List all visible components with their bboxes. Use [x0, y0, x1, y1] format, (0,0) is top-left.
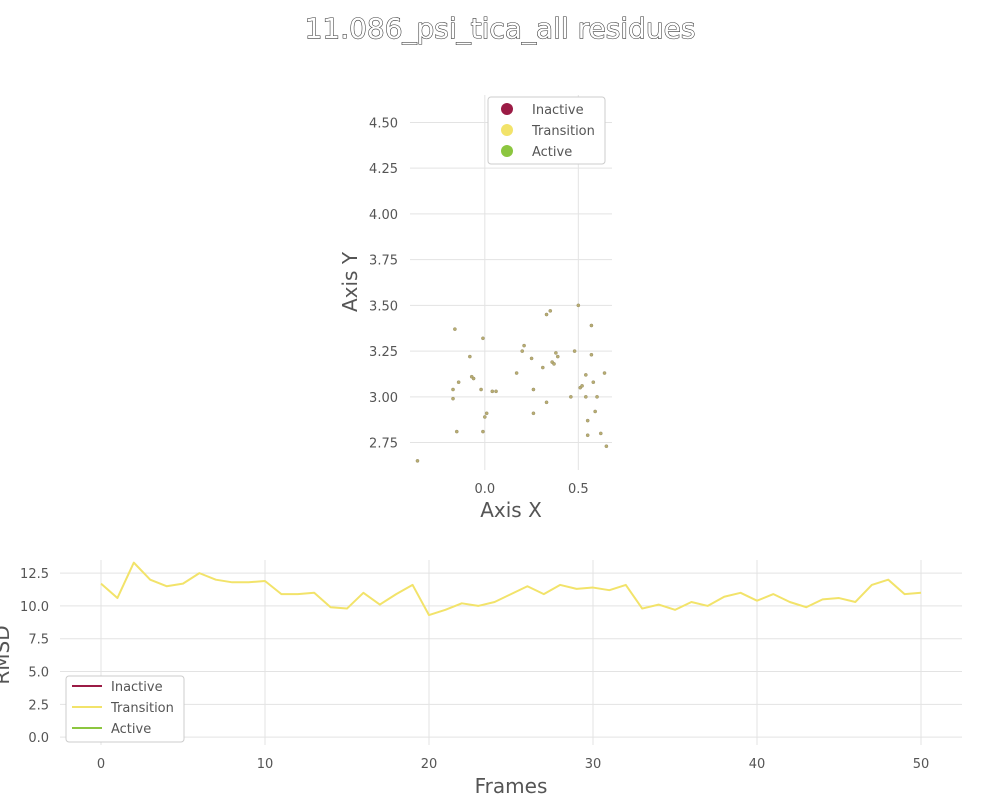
scatter-legend-label-active: Active: [532, 145, 572, 160]
scatter-point: [494, 389, 498, 394]
line-legend-label-active: Active: [111, 722, 151, 737]
scatter-point: [576, 303, 581, 308]
scatter-point: [602, 371, 607, 375]
scatter-point: [471, 376, 476, 381]
scatter-y-tick-label: 3.25: [369, 345, 398, 360]
scatter-point: [531, 387, 536, 392]
scatter-y-tick-label: 2.75: [369, 437, 398, 452]
scatter-y-tick-label: 4.25: [369, 162, 398, 177]
scatter-point: [544, 312, 549, 317]
scatter-point: [529, 356, 534, 361]
line-y-tick-label: 10.0: [20, 600, 49, 615]
scatter-legend-label-transition: Transition: [531, 124, 595, 139]
line-x-tick-label: 20: [421, 757, 438, 772]
line-series-transition: [100, 561, 922, 617]
scatter-legend-marker-transition: [501, 124, 513, 136]
line-legend-frame: [65, 675, 185, 743]
scatter-point: [593, 409, 597, 414]
scatter-point: [484, 411, 489, 416]
scatter-point: [456, 380, 461, 384]
scatter-point: [415, 459, 420, 463]
line-panel: 0 10 20 30 40 50 0.0 2.5 5.0 7.5 10.0 12.5 Frames R…: [0, 560, 962, 798]
scatter-point: [552, 362, 556, 366]
scatter-point: [514, 371, 519, 375]
line-x-tick-label: 30: [585, 757, 602, 772]
scatter-point: [604, 444, 609, 449]
scatter-y-axis-label: Axis Y: [338, 251, 362, 312]
scatter-point: [591, 380, 596, 384]
scatter-point: [585, 433, 590, 438]
scatter-point: [595, 395, 599, 399]
scatter-point: [555, 354, 560, 359]
scatter-point: [479, 387, 483, 392]
line-x-tick-label: 10: [257, 757, 274, 772]
scatter-legend: Inactive Transition Active: [487, 96, 606, 165]
line-legend-label-transition: Transition: [110, 701, 174, 716]
scatter-point: [569, 395, 573, 399]
scatter-point: [585, 418, 590, 423]
scatter-points: [415, 303, 609, 463]
scatter-point: [483, 415, 487, 419]
line-grid: [60, 560, 962, 745]
scatter-legend-marker-active: [501, 145, 513, 157]
scatter-legend-frame: [487, 96, 606, 165]
scatter-point: [572, 349, 577, 353]
line-y-tick-label: 0.0: [28, 731, 49, 746]
scatter-legend-label-inactive: Inactive: [532, 103, 584, 118]
scatter-y-tick-label: 4.00: [369, 208, 398, 223]
scatter-point: [490, 389, 495, 394]
scatter-point: [548, 309, 553, 313]
scatter-point: [580, 384, 584, 388]
scatter-point: [520, 349, 525, 353]
scatter-y-tick-label: 3.00: [369, 391, 398, 406]
scatter-point: [453, 327, 457, 331]
line-y-axis-label: RMSD: [0, 625, 14, 684]
scatter-point: [589, 352, 594, 357]
scatter-point: [584, 395, 588, 399]
scatter-point: [554, 351, 558, 355]
line-ticks: 0 10 20 30 40 50 0.0 2.5 5.0 7.5 10.0 12.5: [20, 567, 929, 772]
scatter-point: [584, 373, 588, 377]
scatter-panel: 0.0 0.5 2.75 3.00 3.25 3.50 3.75 4.00 4.25 4.50 A…: [338, 95, 612, 522]
scatter-point: [468, 354, 472, 359]
scatter-x-tick-label: 0.0: [474, 482, 495, 497]
scatter-y-tick-label: 3.75: [369, 254, 398, 269]
line-legend: Inactive Transition Active: [65, 675, 185, 743]
scatter-point: [454, 429, 459, 434]
scatter-legend-marker-inactive: [501, 103, 513, 115]
scatter-point: [598, 431, 603, 436]
line-legend-label-inactive: Inactive: [111, 680, 163, 695]
line-y-tick-label: 5.0: [28, 666, 49, 681]
scatter-x-axis-label: Axis X: [480, 498, 542, 522]
scatter-point: [540, 365, 545, 370]
line-x-tick-label: 40: [749, 757, 766, 772]
scatter-point: [481, 429, 485, 434]
scatter-y-tick-label: 4.50: [369, 116, 398, 131]
scatter-x-tick-label: 0.5: [568, 482, 589, 497]
scatter-point: [451, 396, 455, 401]
line-y-tick-label: 7.5: [28, 633, 49, 648]
scatter-point: [522, 343, 526, 348]
line-x-axis-label: Frames: [475, 774, 548, 798]
line-y-tick-label: 2.5: [28, 698, 49, 713]
scatter-point: [531, 411, 536, 416]
scatter-y-tick-label: 3.50: [369, 299, 398, 314]
scatter-point: [451, 387, 455, 392]
line-y-tick-label: 12.5: [20, 567, 49, 582]
line-x-tick-label: 0: [97, 757, 105, 772]
scatter-point: [544, 400, 549, 405]
line-x-tick-label: 50: [913, 757, 930, 772]
scatter-ticks: 0.0 0.5 2.75 3.00 3.25 3.50 3.75 4.00 4.25 4.50: [369, 116, 589, 497]
figure-title: 11.086_psi_tica_all residues: [305, 12, 696, 45]
scatter-point: [589, 323, 594, 328]
scatter-point: [481, 336, 485, 341]
